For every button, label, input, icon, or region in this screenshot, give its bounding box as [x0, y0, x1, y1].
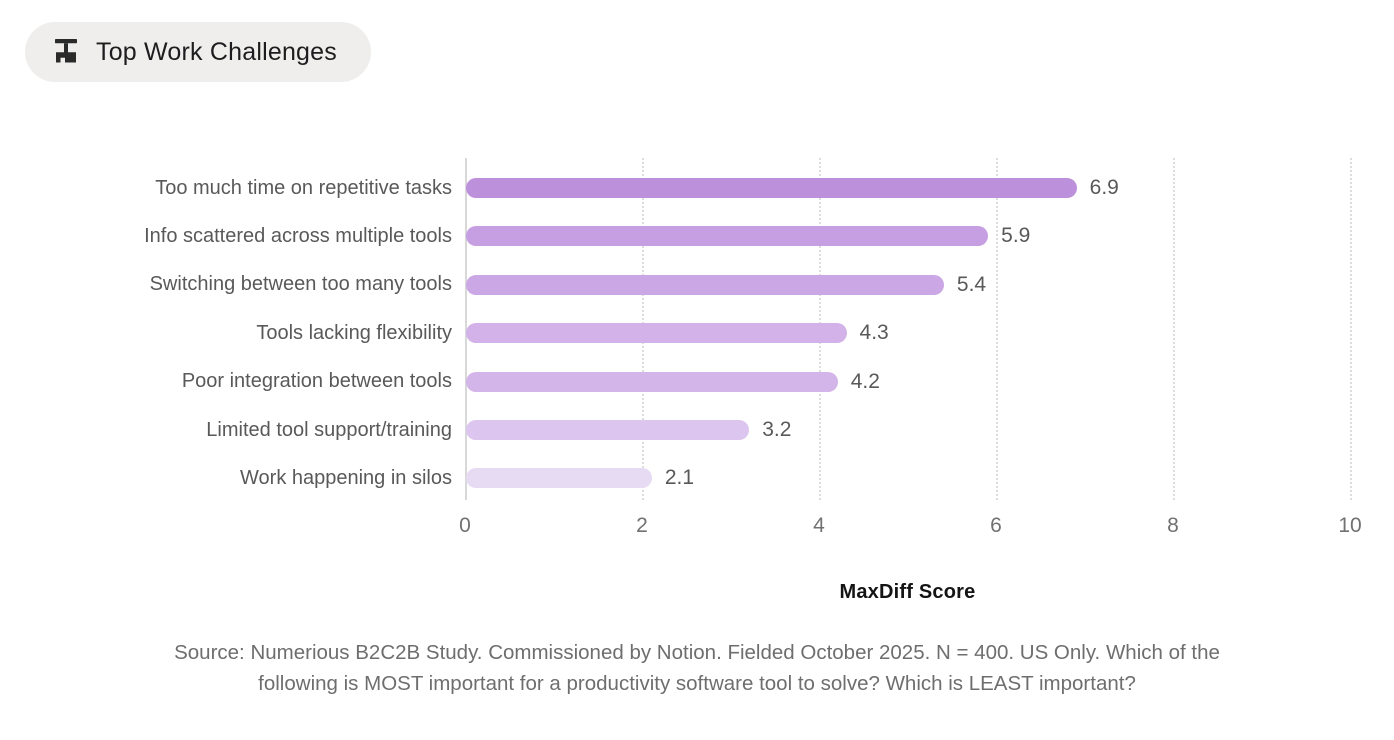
bar-row: Poor integration between tools 4.2 [0, 358, 1394, 406]
category-label: Work happening in silos [240, 466, 452, 489]
category-label: Switching between too many tools [149, 273, 452, 296]
x-tick-label: 2 [636, 514, 648, 537]
value-label: 5.9 [1001, 224, 1031, 248]
bar [466, 178, 1077, 198]
gridline-8 [1173, 158, 1175, 500]
bar-row: Tools lacking flexibility 4.3 [0, 309, 1394, 357]
bar-row: Too much time on repetitive tasks 6.9 [0, 164, 1394, 212]
bar [466, 420, 750, 440]
x-axis-title: MaxDiff Score [839, 581, 976, 603]
bar [466, 323, 847, 344]
gridline-6 [996, 158, 998, 500]
value-label: 4.3 [859, 321, 889, 345]
x-tick-label: 8 [1167, 514, 1179, 537]
category-label: Limited tool support/training [206, 418, 452, 441]
value-label: 6.9 [1089, 176, 1119, 199]
value-label: 3.2 [762, 418, 792, 441]
category-label: Poor integration between tools [181, 370, 452, 393]
x-tick-label: 4 [813, 514, 825, 537]
category-label: Info scattered across multiple tools [144, 224, 452, 247]
value-label: 2.1 [664, 466, 695, 490]
bar [466, 468, 652, 489]
x-tick-label: 0 [459, 514, 471, 537]
bar [466, 371, 838, 392]
x-tick-label: 6 [990, 514, 1002, 537]
bar-row: Work happening in silos 2.1 [0, 454, 1394, 502]
category-label: Too much time on repetitive tasks [155, 176, 452, 199]
source-line-2: following is MOST important for a produc… [258, 672, 1136, 695]
bar-row: Switching between too many tools 5.4 [0, 261, 1394, 309]
title-badge: Top Work Challenges [25, 22, 371, 82]
gridline-10 [1350, 158, 1352, 500]
bar [466, 274, 944, 295]
value-label: 4.2 [850, 369, 880, 393]
chart-title: Top Work Challenges [96, 37, 337, 66]
bar [466, 226, 989, 247]
bar-row: Limited tool support/training 3.2 [0, 406, 1394, 454]
source-note: Source: Numerious B2C2B Study. Commissio… [0, 637, 1394, 699]
category-label: Tools lacking flexibility [256, 321, 452, 344]
value-label: 5.4 [956, 272, 987, 296]
x-tick-label: 10 [1338, 514, 1362, 537]
broom-icon [51, 37, 81, 67]
source-line-1: Source: Numerious B2C2B Study. Commissio… [174, 641, 1220, 664]
bar-row: Info scattered across multiple tools 5.9 [0, 212, 1394, 260]
